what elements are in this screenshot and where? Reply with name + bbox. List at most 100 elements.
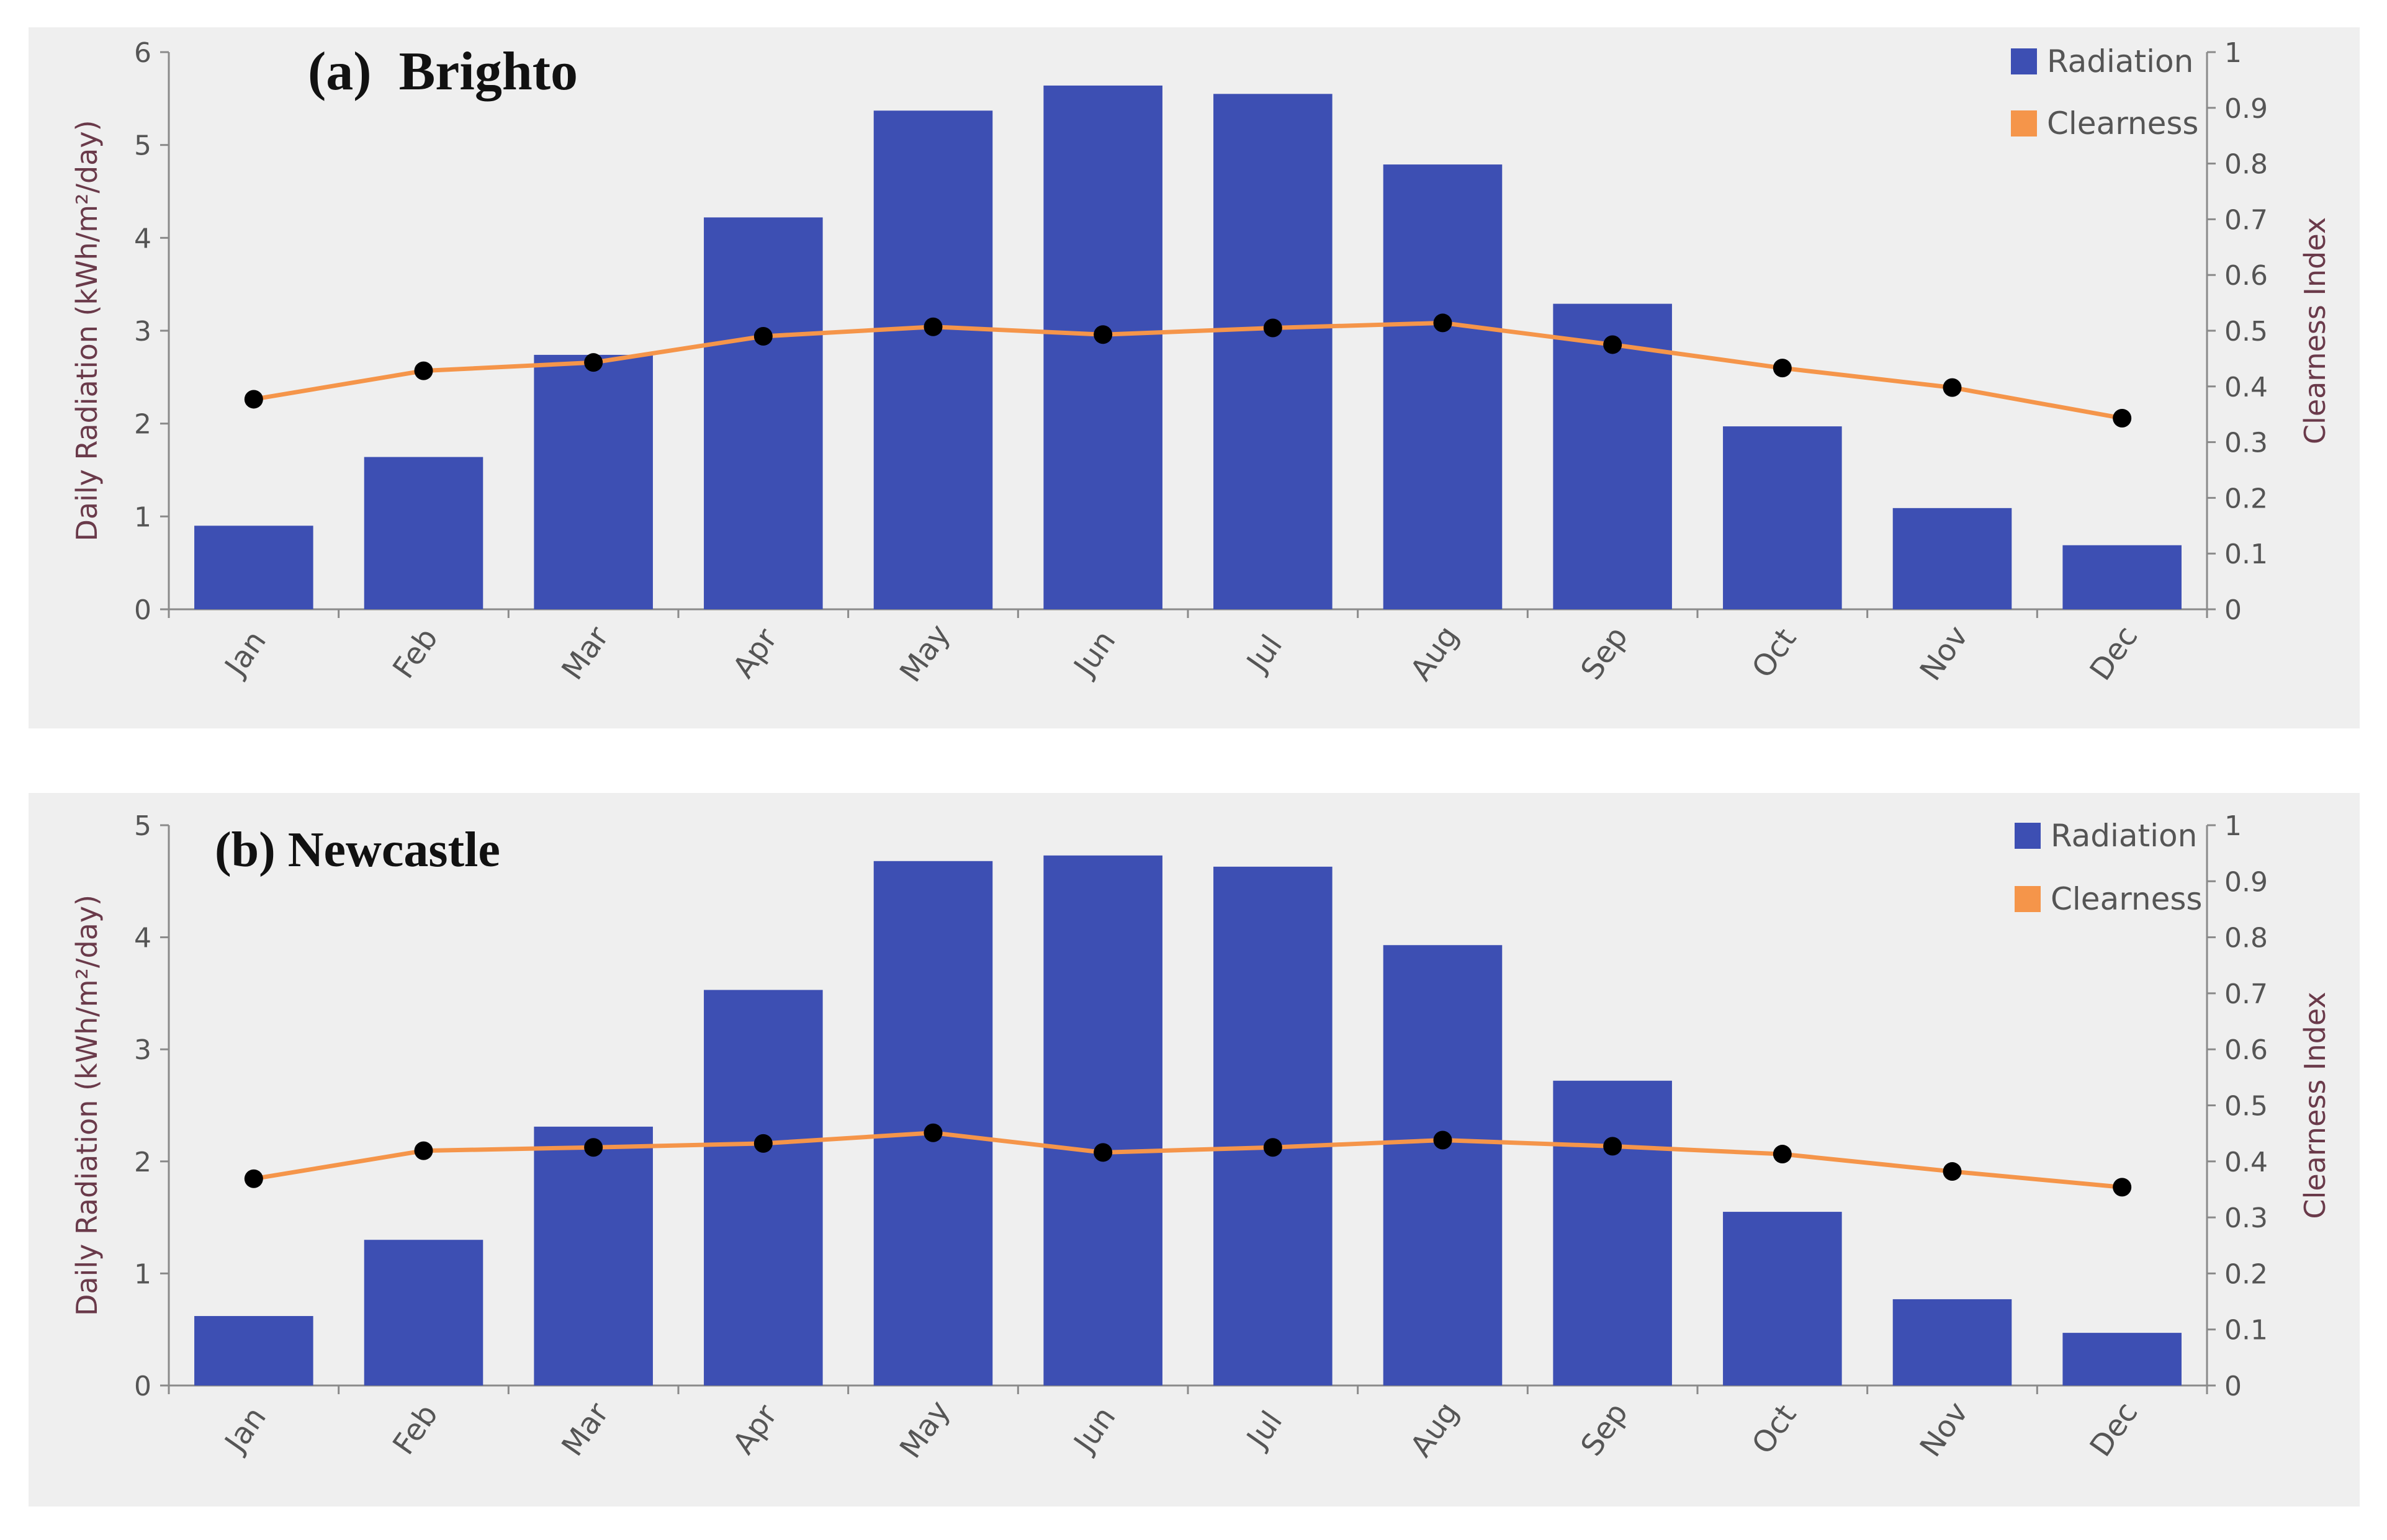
x-tick-label: Jan xyxy=(217,624,273,683)
radiation-bar xyxy=(1213,94,1333,610)
x-tick-label: Jun xyxy=(1066,1400,1123,1460)
x-tick-label: Oct xyxy=(1745,622,1803,684)
radiation-bar xyxy=(873,110,993,610)
left-tick-label: 0 xyxy=(134,594,151,626)
x-tick-label: Nov xyxy=(1913,1395,1976,1463)
radiation-bar xyxy=(1213,866,1333,1386)
radiation-bar xyxy=(194,1316,313,1386)
right-tick-label: 0.2 xyxy=(2224,483,2268,514)
left-tick-label: 6 xyxy=(134,37,151,69)
right-tick-label: 0.1 xyxy=(2224,539,2268,570)
legend-clearness-swatch xyxy=(2011,110,2037,137)
radiation-bar xyxy=(1553,303,1672,609)
clearness-point xyxy=(753,326,773,346)
chart-title: (a) Brighto xyxy=(308,42,578,102)
x-tick-label: Dec xyxy=(2083,1396,2144,1463)
right-tick-label: 0 xyxy=(2224,594,2242,626)
clearness-point xyxy=(1263,1138,1282,1157)
clearness-point xyxy=(414,361,433,380)
left-tick-label: 1 xyxy=(134,1258,151,1290)
clearness-point xyxy=(1943,378,1962,397)
x-tick-label: Mar xyxy=(555,1396,616,1462)
x-tick-label: Apr xyxy=(726,1399,784,1461)
clearness-point xyxy=(414,1141,433,1160)
right-tick-label: 0.9 xyxy=(2224,866,2268,898)
y-axis-title-right: Clearness Index xyxy=(2298,217,2332,444)
legend-clearness-label: Clearness xyxy=(2047,105,2198,141)
clearness-point xyxy=(1433,1130,1452,1150)
chart-panel-brighton: 0 1 2 3 4 5 6 0 0.1 0.2 0.3 0.4 0.5 0.6 0.7 0.8 0.9 1 Jan F… xyxy=(29,27,2360,728)
radiation-bar xyxy=(534,354,653,609)
radiation-bar xyxy=(1723,426,1842,609)
left-tick-label: 5 xyxy=(134,810,151,842)
radiation-bar xyxy=(1553,1080,1672,1386)
left-tick-label: 1 xyxy=(134,501,151,533)
right-tick-label: 0.8 xyxy=(2224,149,2268,181)
radiation-bar xyxy=(1383,945,1503,1386)
legend-clearness-swatch xyxy=(2015,886,2041,912)
radiation-bar xyxy=(1892,1299,2012,1386)
x-tick-label: Sep xyxy=(1574,620,1635,686)
clearness-point xyxy=(924,317,943,336)
right-tick-label: 0.1 xyxy=(2224,1315,2268,1346)
x-tick-label: Mar xyxy=(555,620,616,686)
right-tick-label: 0 xyxy=(2224,1371,2242,1402)
left-tick-label: 3 xyxy=(134,316,151,347)
legend-radiation-label: Radiation xyxy=(2047,43,2193,79)
legend-clearness-label: Clearness xyxy=(2051,881,2202,917)
legend-radiation-swatch xyxy=(2015,823,2041,849)
left-tick-label: 5 xyxy=(134,130,151,162)
right-tick-label: 0.5 xyxy=(2224,316,2268,347)
right-tick-label: 0.6 xyxy=(2224,1034,2268,1066)
right-tick-label: 0.4 xyxy=(2224,372,2268,403)
y-axis-title-right: Clearness Index xyxy=(2298,992,2332,1219)
right-tick-label: 0.3 xyxy=(2224,428,2268,459)
right-tick-label: 0.9 xyxy=(2224,93,2268,125)
clearness-point xyxy=(1603,335,1622,354)
x-tick-label: Nov xyxy=(1913,619,1976,687)
clearness-point xyxy=(2113,408,2132,428)
clearness-line xyxy=(253,1130,2123,1189)
x-tick-label: Apr xyxy=(726,622,784,684)
chart-newcastle: 0 1 2 3 4 5 0 0.1 0.2 0.3 0.4 0.5 0.6 0.7 0.8 0.9 1 Jan Fe… xyxy=(70,810,2332,1465)
y-axis-title: Daily Radiation (kWh/m²/day) xyxy=(70,895,104,1316)
x-tick-label: Jun xyxy=(1066,624,1123,684)
clearness-point xyxy=(584,1138,603,1157)
radiation-bar xyxy=(1892,508,2012,609)
x-tick-label: Jul xyxy=(1239,629,1289,679)
chart-panel-newcastle: 0 1 2 3 4 5 0 0.1 0.2 0.3 0.4 0.5 0.6 0.7 0.8 0.9 1 Jan Fe… xyxy=(29,793,2360,1506)
radiation-bar xyxy=(704,217,823,609)
x-tick-label: Sep xyxy=(1574,1397,1635,1462)
clearness-point xyxy=(924,1123,943,1142)
radiation-bar xyxy=(1043,855,1162,1386)
left-tick-label: 3 xyxy=(134,1034,151,1066)
radiation-bar xyxy=(194,526,313,609)
clearness-point xyxy=(1943,1162,1962,1181)
radiation-bar xyxy=(1723,1212,1842,1386)
right-tick-label: 1 xyxy=(2224,810,2242,842)
x-tick-label: May xyxy=(893,618,957,688)
x-tick-label: Feb xyxy=(386,622,445,685)
x-tick-label: Dec xyxy=(2083,620,2144,687)
clearness-point xyxy=(1433,313,1452,333)
right-tick-label: 0.7 xyxy=(2224,204,2268,236)
clearness-point xyxy=(1603,1137,1622,1156)
right-tick-label: 1 xyxy=(2224,37,2242,69)
clearness-point xyxy=(1094,325,1113,344)
clearness-point xyxy=(244,390,263,409)
left-tick-label: 2 xyxy=(134,409,151,441)
radiation-bar xyxy=(1043,85,1162,609)
clearness-point xyxy=(584,353,603,372)
clearness-point xyxy=(753,1134,773,1153)
x-tick-label: Feb xyxy=(386,1398,445,1461)
y-axis-title: Daily Radiation (kWh/m²/day) xyxy=(70,120,104,541)
chart-brighton: 0 1 2 3 4 5 6 0 0.1 0.2 0.3 0.4 0.5 0.6 0.7 0.8 0.9 1 Jan F… xyxy=(70,37,2332,689)
left-tick-label: 4 xyxy=(134,923,151,954)
right-tick-label: 0.2 xyxy=(2224,1258,2268,1290)
radiation-bar xyxy=(704,990,823,1386)
radiation-bar xyxy=(534,1126,653,1386)
radiation-bar xyxy=(2062,1333,2182,1386)
left-tick-label: 4 xyxy=(134,223,151,254)
clearness-line xyxy=(253,320,2123,421)
x-tick-label: Aug xyxy=(1404,1395,1466,1463)
